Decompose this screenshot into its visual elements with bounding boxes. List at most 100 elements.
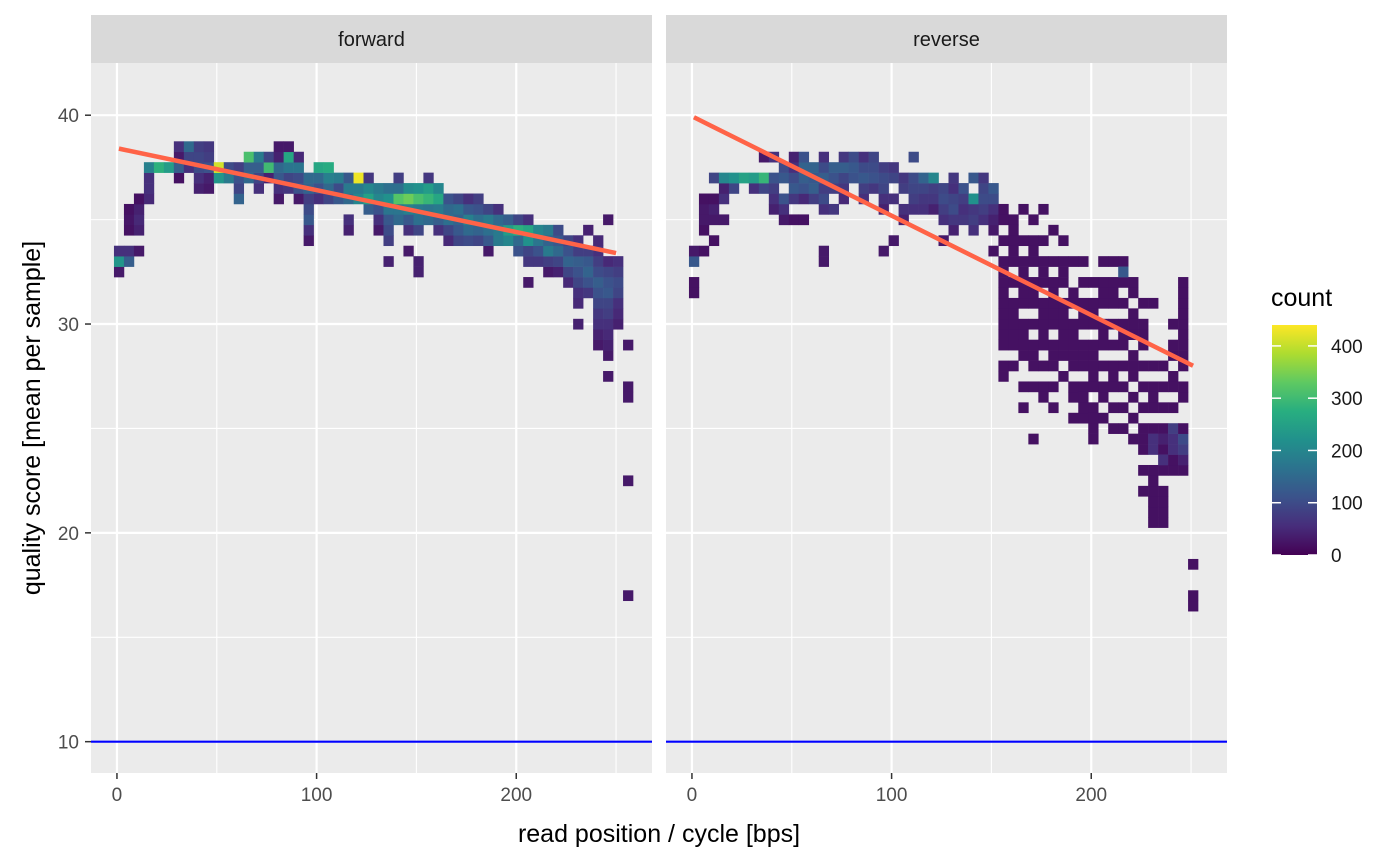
heatmap-bin [988,245,999,257]
heatmap-bin [563,277,574,288]
heatmap-bin [423,183,434,194]
heatmap-bin [988,224,999,236]
heatmap-bin [838,172,849,184]
heatmap-bin [968,224,979,236]
panel-background-reverse [666,63,1227,773]
heatmap-bin [858,172,869,184]
heatmap-bin [978,203,989,215]
heatmap-bin [143,193,155,205]
heatmap-bin [828,162,839,173]
heatmap-bin [838,193,849,205]
heatmap-bin [998,297,1009,309]
heatmap-bin [423,214,434,226]
legend-tick-label: 400 [1331,337,1363,358]
heatmap-bin [453,203,464,215]
heatmap-bin [383,193,394,205]
heatmap-bin [1098,297,1109,309]
heatmap-bin [573,277,584,288]
heatmap-bin [613,256,624,267]
heatmap-bin [263,151,274,163]
heatmap-bin [593,329,604,340]
heatmap-bin [998,371,1009,382]
heatmap-bin [1138,329,1149,340]
heatmap-bin [1038,339,1049,351]
heatmap-bin [1148,506,1159,518]
heatmap-bin [343,172,354,184]
heatmap-bin [1178,423,1189,434]
heatmap-bin [1148,391,1159,403]
heatmap-bin [1158,496,1169,508]
heatmap-bin [948,193,959,205]
heatmap-bin [1108,360,1119,372]
heatmap-bin [758,183,770,194]
heatmap-bin [1158,433,1169,445]
heatmap-bin [413,183,424,194]
heatmap-bin [323,172,334,184]
heatmap-bin [928,183,939,194]
heatmap-bin [373,203,384,215]
strip-forward [91,15,652,63]
heatmap-bin [1018,235,1029,247]
heatmap-bin [1178,318,1189,330]
heatmap-bin [1148,496,1159,508]
heatmap-bin [1128,318,1139,330]
color-legend: count 0 100 200 300 400 [1271,284,1363,567]
heatmap-bin [1108,371,1119,382]
heatmap-bin [203,141,215,153]
heatmap-bin [583,256,594,267]
heatmap-bin [828,172,839,184]
heatmap-bin [333,183,344,194]
heatmap-bin [133,245,145,257]
heatmap-bin [788,214,800,226]
heatmap-bin [463,235,474,247]
heatmap-bin [1128,433,1139,445]
heatmap-bin [573,297,584,309]
heatmap-bin [1118,402,1129,414]
heatmap-bin [998,360,1009,372]
heatmap-bin [1078,381,1089,393]
heatmap-bin [1008,329,1019,340]
heatmap-bin [958,214,969,226]
heatmap-bin [798,162,810,173]
heatmap-bin [503,235,514,247]
heatmap-bin [988,183,999,194]
heatmap-bin [173,162,185,173]
heatmap-bin [758,172,770,184]
heatmap-bin [1018,287,1029,299]
heatmap-bin [303,193,314,205]
heatmap-bin [193,172,205,184]
heatmap-bin [583,287,594,299]
heatmap-bin [1028,235,1039,247]
heatmap-bin [1008,277,1019,288]
heatmap-bin [573,256,584,267]
heatmap-bin [1068,350,1079,361]
heatmap-bin [523,224,534,236]
heatmap-bin [593,297,604,309]
heatmap-bin [918,203,929,215]
heatmap-bin [323,162,334,173]
heatmap-bin [1058,329,1069,340]
heatmap-bin [1108,287,1119,299]
heatmap-bin [463,224,474,236]
heatmap-bin [1028,318,1039,330]
heatmap-bin [273,172,284,184]
heatmap-bin [998,329,1009,340]
heatmap-bin [778,162,790,173]
heatmap-bin [1058,318,1069,330]
legend-title: count [1271,284,1332,312]
heatmap-bin [1078,391,1089,403]
heatmap-bin [1048,256,1059,267]
heatmap-bin [878,172,889,184]
heatmap-bin [1028,360,1039,372]
heatmap-bin [968,203,979,215]
heatmap-bin [1038,277,1049,288]
heatmap-bin [1128,308,1139,320]
heatmap-bin [818,151,830,163]
heatmap-bin [1108,381,1119,393]
heatmap-bin [1148,423,1159,434]
heatmap-bin [143,172,155,184]
heatmap-bin [1108,277,1119,288]
heatmap-bin [443,193,454,205]
heatmap-bin [433,183,444,194]
